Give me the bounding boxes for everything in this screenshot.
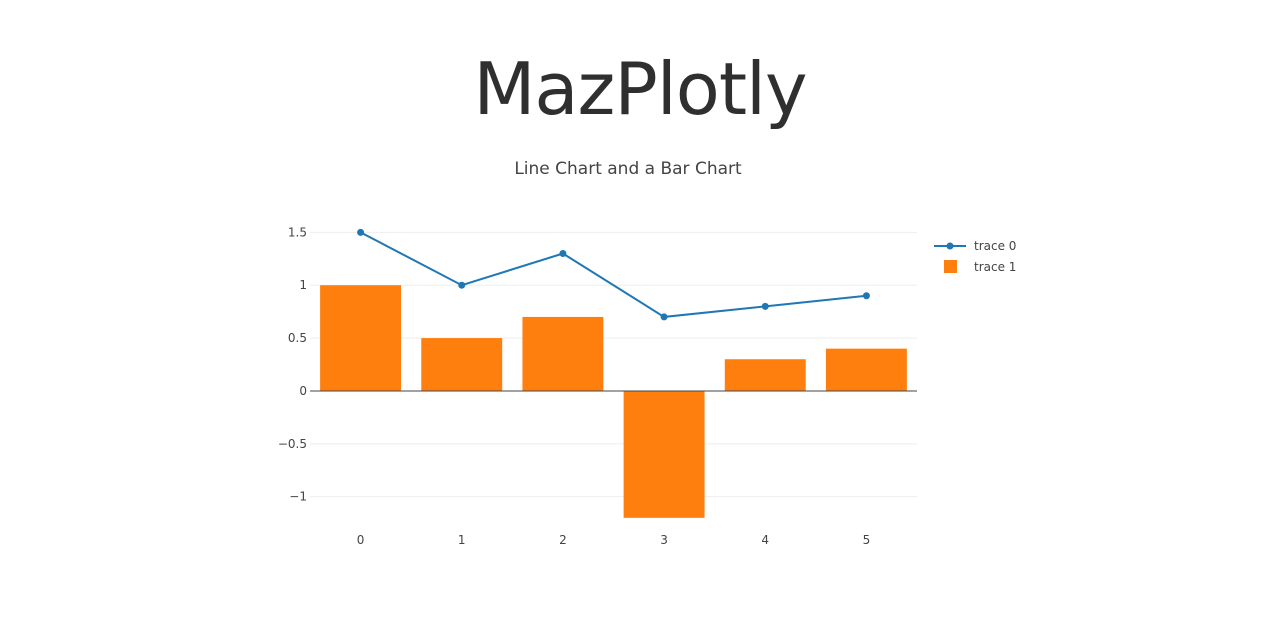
y-tick-label: 0.5 — [288, 331, 307, 345]
x-axis-ticks: 0 1 2 3 4 5 — [357, 533, 870, 547]
line-point[interactable] — [559, 249, 567, 257]
x-tick-label: 3 — [660, 533, 668, 547]
y-tick-label: −0.5 — [278, 437, 307, 451]
line-series[interactable] — [357, 228, 870, 321]
y-tick-label: −1 — [289, 490, 307, 504]
line-point[interactable] — [357, 228, 365, 236]
bar[interactable] — [421, 338, 503, 391]
line-point[interactable] — [458, 281, 466, 289]
legend-label: trace 1 — [974, 260, 1016, 274]
legend[interactable]: trace 0 trace 1 — [934, 239, 1016, 274]
x-tick-label: 2 — [559, 533, 567, 547]
app-title: MazPlotly — [473, 47, 807, 131]
legend-item[interactable]: trace 1 — [944, 260, 1016, 274]
legend-item[interactable]: trace 0 — [934, 239, 1016, 253]
legend-bar-swatch — [944, 260, 957, 273]
y-axis-ticks: −1 −0.5 0 0.5 1 1.5 — [278, 225, 307, 503]
bar[interactable] — [825, 348, 907, 391]
bar[interactable] — [623, 390, 705, 518]
y-tick-label: 1 — [299, 278, 307, 292]
legend-label: trace 0 — [974, 239, 1016, 253]
bar-series[interactable] — [320, 285, 907, 518]
series-line[interactable] — [360, 231, 867, 318]
y-tick-label: 0 — [299, 384, 307, 398]
bar[interactable] — [522, 316, 604, 391]
bar[interactable] — [320, 285, 402, 391]
line-point[interactable] — [862, 292, 870, 300]
legend-point-swatch — [946, 242, 954, 250]
x-tick-label: 0 — [357, 533, 365, 547]
x-tick-label: 4 — [761, 533, 769, 547]
line-point[interactable] — [761, 302, 769, 310]
line-point[interactable] — [660, 313, 668, 321]
x-tick-label: 5 — [863, 533, 871, 547]
chart-title: Line Chart and a Bar Chart — [514, 159, 742, 179]
bar[interactable] — [724, 359, 806, 391]
x-tick-label: 1 — [458, 533, 466, 547]
y-tick-label: 1.5 — [288, 225, 307, 239]
